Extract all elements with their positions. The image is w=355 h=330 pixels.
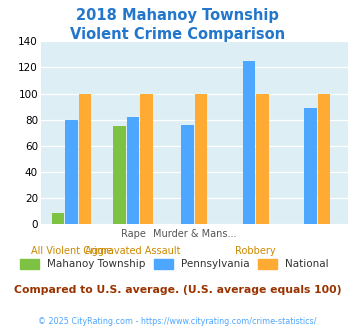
- Bar: [113, 126, 126, 224]
- Bar: [304, 108, 317, 224]
- Bar: [52, 213, 64, 224]
- Text: 2018 Mahanoy Township
Violent Crime Comparison: 2018 Mahanoy Township Violent Crime Comp…: [70, 8, 285, 42]
- Bar: [318, 94, 330, 224]
- Text: Compared to U.S. average. (U.S. average equals 100): Compared to U.S. average. (U.S. average …: [14, 285, 341, 295]
- Text: All Violent Crime: All Violent Crime: [31, 246, 112, 256]
- Text: Robbery: Robbery: [235, 246, 276, 256]
- Text: Murder & Mans...: Murder & Mans...: [153, 229, 236, 239]
- Bar: [127, 117, 139, 224]
- Bar: [195, 94, 207, 224]
- Text: Rape: Rape: [120, 229, 146, 239]
- Legend: Mahanoy Township, Pennsylvania, National: Mahanoy Township, Pennsylvania, National: [16, 254, 333, 273]
- Bar: [140, 94, 153, 224]
- Text: © 2025 CityRating.com - https://www.cityrating.com/crime-statistics/: © 2025 CityRating.com - https://www.city…: [38, 317, 317, 326]
- Bar: [65, 120, 78, 224]
- Bar: [181, 125, 194, 224]
- Bar: [79, 94, 91, 224]
- Bar: [256, 94, 269, 224]
- Bar: [243, 61, 255, 224]
- Text: Aggravated Assault: Aggravated Assault: [85, 246, 181, 256]
